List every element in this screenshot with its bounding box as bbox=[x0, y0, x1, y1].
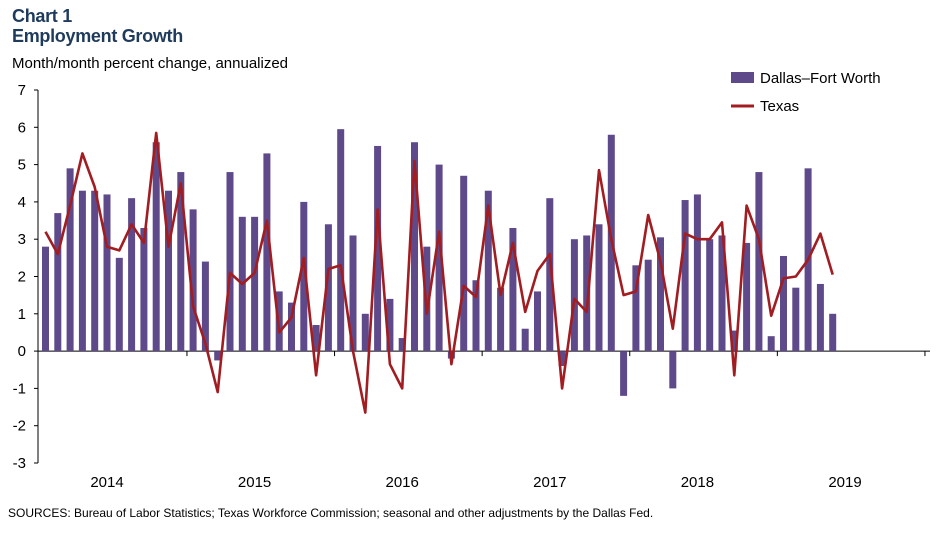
legend-swatch-dallas-fort-worth bbox=[731, 72, 754, 83]
bar-dallas-fort-worth bbox=[472, 280, 480, 352]
bar-dallas-fort-worth bbox=[620, 351, 628, 396]
bar-dallas-fort-worth bbox=[398, 338, 406, 352]
bar-dallas-fort-worth bbox=[312, 324, 320, 352]
bar-dallas-fort-worth bbox=[829, 313, 837, 352]
bar-dallas-fort-worth bbox=[361, 313, 369, 352]
y-tick-label: 6 bbox=[18, 119, 26, 136]
bar-dallas-fort-worth bbox=[78, 190, 86, 352]
y-tick-label: -3 bbox=[13, 455, 26, 472]
x-year-label: 2019 bbox=[828, 474, 861, 491]
y-tick-label: 7 bbox=[18, 82, 26, 99]
x-year-label: 2014 bbox=[90, 474, 123, 491]
tick-labels: -3 -2 -1 0 1 2 3 4 5 6 7 2014 2015 2016 2017 2018 2019 bbox=[13, 82, 862, 491]
bar-dallas-fort-worth bbox=[521, 328, 529, 352]
bar-dallas-fort-worth bbox=[570, 239, 578, 352]
bar-dallas-fort-worth bbox=[189, 209, 197, 352]
bar-dallas-fort-worth bbox=[743, 242, 751, 352]
legend: Dallas–Fort Worth Texas bbox=[731, 70, 881, 115]
y-tick-label: 0 bbox=[18, 343, 26, 360]
bar-dallas-fort-worth bbox=[214, 351, 222, 361]
bar-dallas-fort-worth bbox=[66, 168, 74, 352]
bar-dallas-fort-worth bbox=[792, 287, 800, 352]
bar-dallas-fort-worth bbox=[324, 224, 332, 352]
x-year-label: 2015 bbox=[238, 474, 271, 491]
bar-dallas-fort-worth bbox=[288, 302, 295, 352]
bar-dallas-fort-worth bbox=[201, 261, 209, 352]
legend-label-dallas-fort-worth: Dallas–Fort Worth bbox=[760, 70, 881, 87]
x-year-label: 2018 bbox=[681, 474, 714, 491]
bar-dallas-fort-worth bbox=[767, 336, 775, 352]
bar-dallas-fort-worth bbox=[816, 283, 824, 352]
bar-dallas-fort-worth bbox=[644, 259, 652, 352]
bar-dallas-fort-worth bbox=[177, 172, 185, 352]
bar-dallas-fort-worth bbox=[337, 129, 345, 352]
bar-dallas-fort-worth bbox=[706, 239, 714, 352]
source-note: SOURCES: Bureau of Labor Statistics; Tex… bbox=[8, 506, 654, 520]
bar-dallas-fort-worth bbox=[226, 172, 234, 352]
employment-chart: -3 -2 -1 0 1 2 3 4 5 6 7 2014 2015 2016 2017 2018 2019 D… bbox=[13, 70, 930, 491]
bar-dallas-fort-worth bbox=[349, 235, 357, 352]
bar-dallas-fort-worth bbox=[42, 246, 49, 352]
bar-dallas-fort-worth bbox=[251, 216, 259, 352]
bar-dallas-fort-worth bbox=[669, 351, 677, 389]
y-tick-label: 3 bbox=[18, 231, 26, 248]
bar-dallas-fort-worth bbox=[460, 175, 468, 352]
bar-dallas-fort-worth bbox=[386, 298, 394, 352]
bar-dallas-fort-worth bbox=[165, 190, 172, 352]
legend-label-texas: Texas bbox=[760, 98, 799, 115]
chart-title: Employment Growth bbox=[12, 26, 183, 46]
y-tick-label: 4 bbox=[18, 194, 26, 211]
bar-dallas-fort-worth bbox=[152, 142, 160, 352]
line-series-texas bbox=[44, 131, 834, 414]
x-year-label: 2017 bbox=[533, 474, 566, 491]
y-tick-label: 1 bbox=[18, 306, 26, 323]
bar-dallas-fort-worth bbox=[534, 291, 541, 352]
bar-dallas-fort-worth bbox=[484, 190, 492, 352]
bar-dallas-fort-worth bbox=[657, 237, 664, 352]
x-year-label: 2016 bbox=[386, 474, 419, 491]
bar-dallas-fort-worth bbox=[91, 190, 99, 352]
bar-dallas-fort-worth bbox=[497, 287, 505, 352]
bar-dallas-fort-worth bbox=[755, 172, 763, 352]
bar-dallas-fort-worth bbox=[435, 164, 443, 352]
bar-dallas-fort-worth bbox=[54, 213, 62, 352]
bar-dallas-fort-worth bbox=[546, 198, 554, 352]
bar-dallas-fort-worth bbox=[128, 198, 136, 352]
bar-dallas-fort-worth bbox=[780, 255, 787, 352]
y-axis-units: Month/month percent change, annualized bbox=[12, 55, 289, 72]
bar-dallas-fort-worth bbox=[730, 330, 738, 352]
bar-dallas-fort-worth bbox=[103, 194, 111, 352]
bar-dallas-fort-worth bbox=[558, 351, 566, 367]
y-tick-label: 5 bbox=[18, 157, 26, 174]
bar-dallas-fort-worth bbox=[374, 145, 382, 352]
y-tick-label: -2 bbox=[13, 418, 26, 435]
bar-dallas-fort-worth bbox=[583, 235, 591, 352]
chart-label: Chart 1 bbox=[12, 6, 72, 26]
bar-dallas-fort-worth bbox=[595, 224, 603, 352]
y-tick-label: 2 bbox=[18, 269, 26, 286]
bar-dallas-fort-worth bbox=[300, 201, 308, 352]
line-texas bbox=[44, 131, 834, 414]
bar-dallas-fort-worth bbox=[263, 153, 271, 352]
bar-dallas-fort-worth bbox=[718, 235, 726, 352]
bar-dallas-fort-worth bbox=[140, 228, 148, 352]
bar-dallas-fort-worth bbox=[411, 142, 418, 352]
y-tick-label: -1 bbox=[13, 380, 26, 397]
bar-dallas-fort-worth bbox=[681, 200, 689, 352]
bar-dallas-fort-worth bbox=[693, 194, 701, 352]
bar-dallas-fort-worth bbox=[632, 265, 640, 352]
bar-dallas-fort-worth bbox=[115, 257, 123, 352]
bar-dallas-fort-worth bbox=[509, 228, 517, 352]
